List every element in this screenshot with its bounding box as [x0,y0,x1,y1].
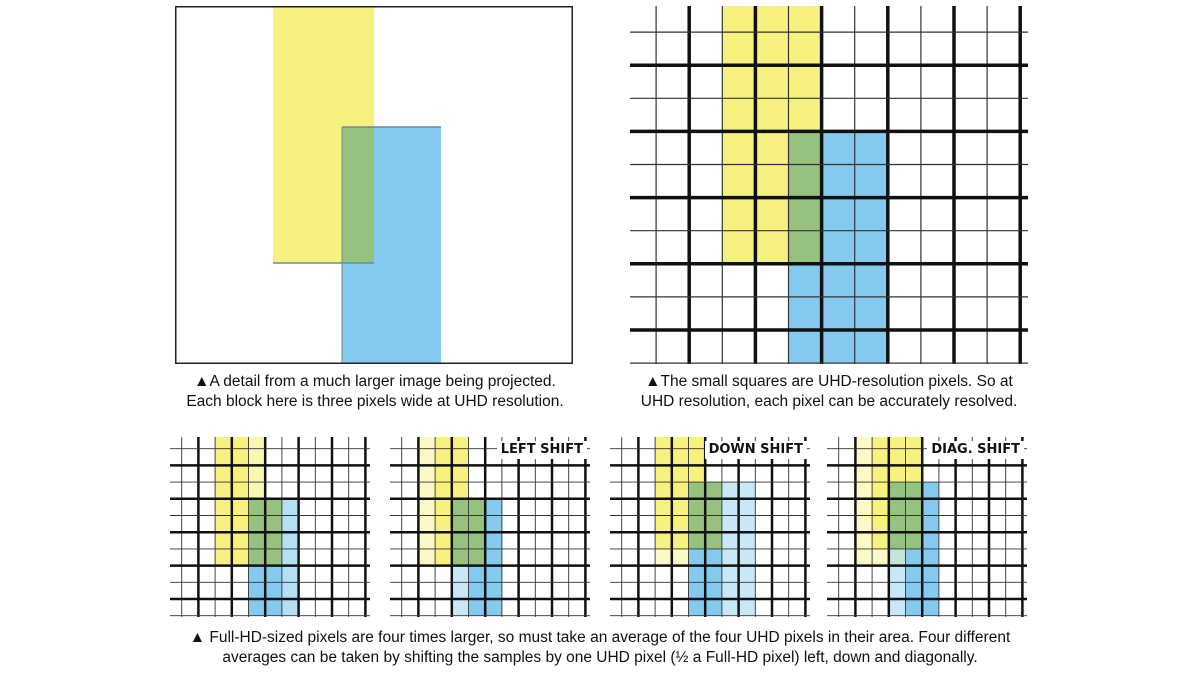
overlap-block [342,127,374,263]
pixel-fill [872,437,923,483]
pixel-grid [390,437,590,617]
bottom-caption-line2: averages can be taken by shifting the sa… [222,649,978,666]
pixel-fill [688,437,706,483]
pixel-fill [248,437,266,499]
bottom-caption: ▲ Full-HD-sized pixels are four times la… [60,628,1140,668]
projected-detail-figure [175,6,573,364]
fullhd-left-shift-panel: LEFT SHIFT [390,437,590,617]
pixel-fill [451,565,469,616]
fullhd-sample-panel [170,437,370,617]
top-left-caption-line1: ▲A detail from a much larger image being… [194,373,556,390]
pixel-grid [630,6,1028,364]
fullhd-diag-shift-panel: DIAG. SHIFT [827,437,1027,617]
top-left-caption: ▲A detail from a much larger image being… [140,372,610,412]
fullhd-down-shift-panel: DOWN SHIFT [610,437,810,617]
left-shift-label: LEFT SHIFT [496,441,587,459]
top-right-caption: ▲The small squares are UHD-resolution pi… [594,372,1064,412]
uhd-pixel-grid-panel [630,6,1028,364]
top-right-caption-line2: UHD resolution, each pixel can be accura… [640,393,1018,410]
down-shift-label: DOWN SHIFT [704,441,807,459]
diag-shift-label: DIAG. SHIFT [927,441,1024,459]
pixel-grid [170,437,370,617]
projected-detail-panel [175,6,573,364]
bottom-caption-line1: ▲ Full-HD-sized pixels are four times la… [189,629,1011,646]
top-right-caption-line1: ▲The small squares are UHD-resolution pi… [645,373,1013,390]
pixel-grid [827,437,1027,617]
pixel-fill [281,565,299,616]
pixel-fill [855,437,873,566]
top-left-caption-line2: Each block here is three pixels wide at … [186,393,564,410]
pixel-fill [418,437,436,566]
pixel-grid [610,437,810,617]
